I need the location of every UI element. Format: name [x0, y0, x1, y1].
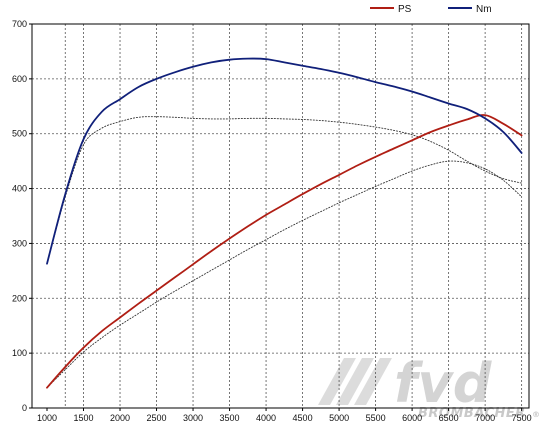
x-tick-label: 5000 — [329, 413, 349, 423]
series-line-ps — [46, 114, 523, 389]
y-tick-label: 200 — [12, 293, 27, 303]
x-tick-label: 4500 — [293, 413, 313, 423]
series-line-nm — [46, 57, 523, 265]
y-axis: 0 100 200 300 400 500 600 700 — [12, 19, 32, 413]
x-tick-label: 2500 — [147, 413, 167, 423]
watermark-brand-text: BROMBACHER — [418, 406, 526, 421]
y-tick-label: 400 — [12, 184, 27, 194]
y-tick-label: 500 — [12, 129, 27, 139]
legend: PS Nm — [370, 4, 492, 15]
y-tick-label: 100 — [12, 348, 27, 358]
x-tick-label: 2000 — [110, 413, 130, 423]
watermark-logo: fvd BROMBACHER ® — [318, 352, 541, 421]
legend-label-nm: Nm — [476, 4, 492, 15]
y-tick-label: 600 — [12, 74, 27, 84]
series-line-dotted-2 — [46, 160, 523, 389]
series-layer — [46, 57, 523, 389]
x-tick-label: 1000 — [37, 413, 57, 423]
watermark-stripes-icon — [318, 358, 392, 405]
x-tick-label: 5500 — [366, 413, 386, 423]
series-line-dotted-3 — [46, 116, 523, 265]
y-tick-label: 300 — [12, 238, 27, 248]
x-tick-label: 3000 — [183, 413, 203, 423]
y-tick-label: 700 — [12, 19, 27, 29]
x-tick-label: 7500 — [512, 413, 532, 423]
grid — [32, 24, 529, 408]
plot-frame — [31, 23, 530, 409]
x-tick-label: 6000 — [402, 413, 422, 423]
watermark-logo-text: fvd — [394, 352, 493, 415]
x-tick-label: 6500 — [439, 413, 459, 423]
legend-label-ps: PS — [398, 4, 412, 15]
watermark-registered-mark: ® — [532, 410, 541, 419]
y-tick-label: 0 — [22, 403, 27, 413]
x-tick-label: 3500 — [220, 413, 240, 423]
x-tick-label: 7000 — [475, 413, 495, 423]
x-tick-label: 4000 — [256, 413, 276, 423]
x-axis: 1000 1500 2000 2500 3000 3500 4000 4500 5000 5500… — [37, 408, 532, 423]
x-tick-label: 1500 — [73, 413, 93, 423]
